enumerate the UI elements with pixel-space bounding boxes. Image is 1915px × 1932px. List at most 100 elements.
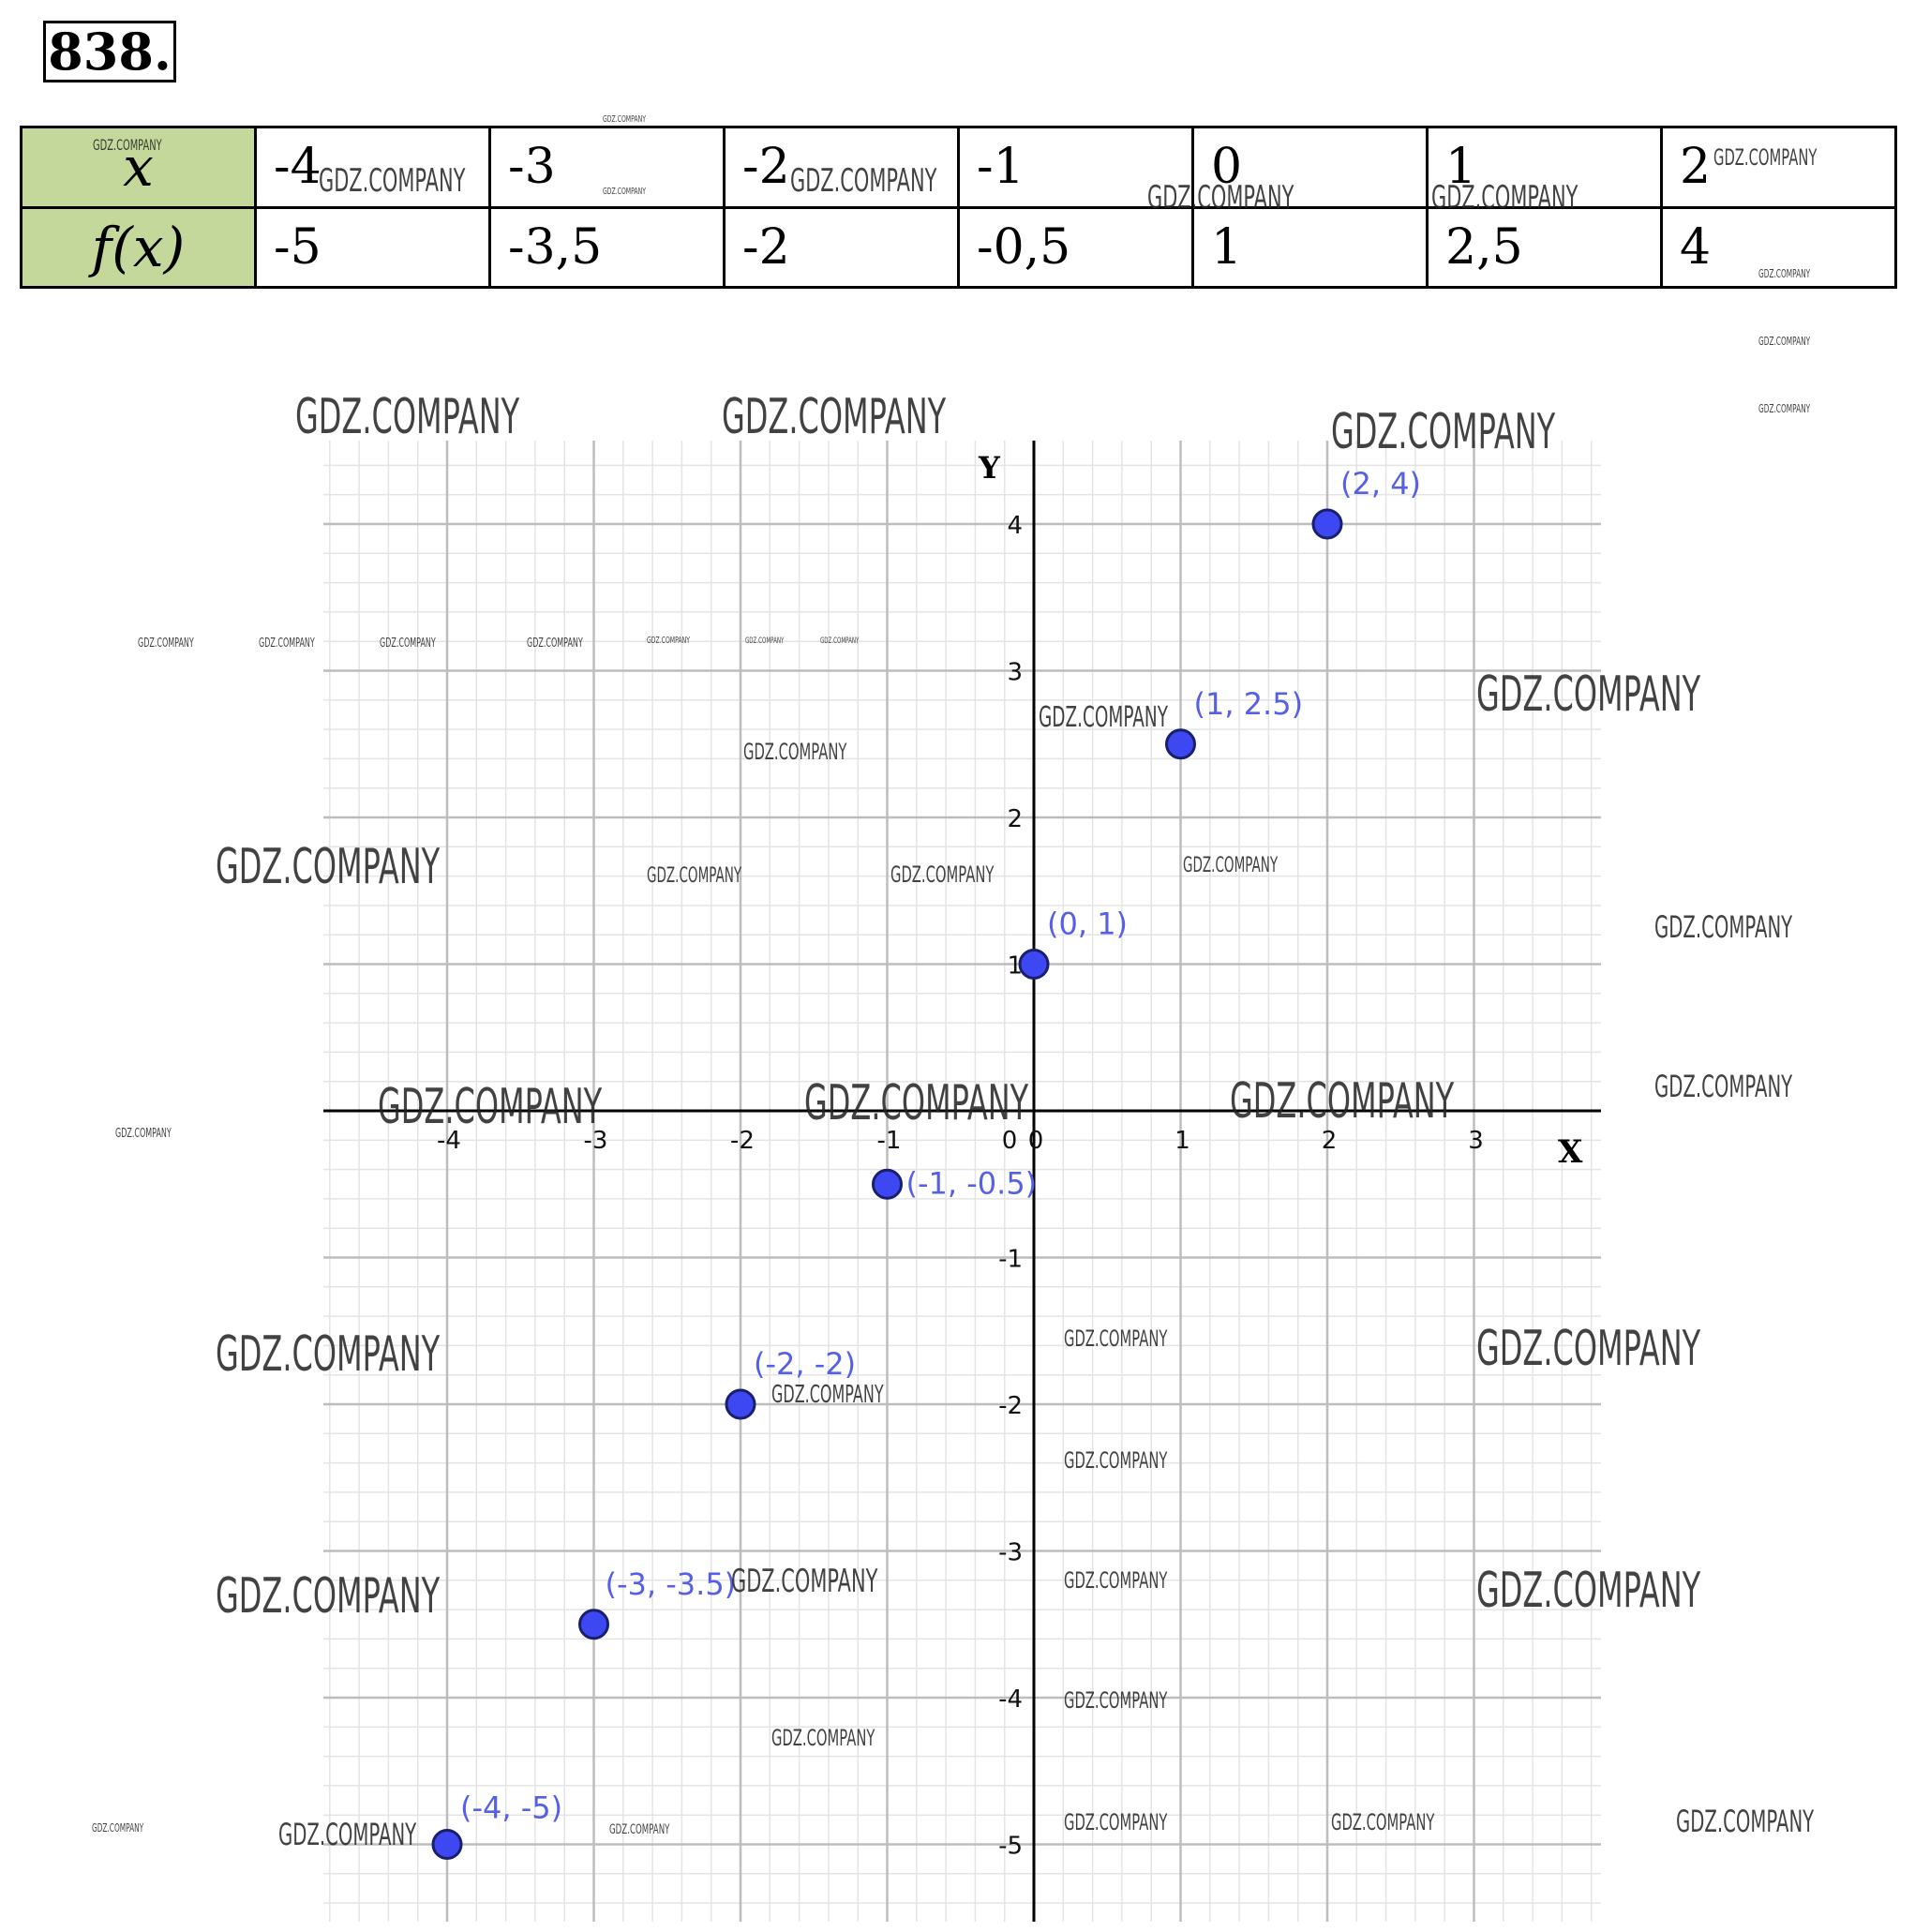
x-axis-label: X <box>1558 1133 1583 1171</box>
watermark-text: GDZ.COMPANY <box>603 114 647 125</box>
x-tick-label: 2 <box>1322 1127 1338 1155</box>
y-tick-label: -1 <box>998 1246 1023 1274</box>
watermark-text: GDZ.COMPANY <box>647 864 742 888</box>
y-tick-label: -3 <box>998 1539 1023 1567</box>
x-tick-label: -3 <box>584 1127 608 1155</box>
watermark-text: GDZ.COMPANY <box>790 162 937 200</box>
table-row-x: x -4 -3 -2 -1 0 1 2 <box>20 126 1897 209</box>
y-axis-label: Y <box>978 450 1001 486</box>
watermark-text: GDZ.COMPANY <box>771 1725 875 1751</box>
watermark-text: GDZ.COMPANY <box>1758 335 1811 348</box>
watermark-text: GDZ.COMPANY <box>1064 1447 1168 1474</box>
watermark-text: GDZ.COMPANY <box>609 1822 670 1837</box>
data-label: (-2, -2) <box>754 1346 856 1382</box>
y-tick-label: 1 <box>1007 952 1023 981</box>
fx-value-cell: 4 <box>1660 205 1897 289</box>
x-value-cell: -3 <box>488 126 726 209</box>
y-tick-label: 3 <box>1007 659 1023 687</box>
fx-value-cell: -5 <box>254 205 491 289</box>
data-point <box>1165 728 1196 760</box>
watermark-layer: GDZ.COMPANY GDZ.COMPANY GDZ.COMPANY GDZ.COM… <box>92 114 1818 1852</box>
grid-lines <box>323 441 1601 1922</box>
watermark-text: GDZ.COMPANY <box>743 739 847 765</box>
x-tick-label: -1 <box>877 1127 902 1155</box>
watermark-text: GDZ.COMPANY <box>216 1568 440 1625</box>
watermark-text: GDZ.COMPANY <box>92 1821 144 1835</box>
watermark-text: GDZ.COMPANY <box>216 839 440 895</box>
watermark-text: GDZ.COMPANY <box>1064 1325 1168 1352</box>
watermark-text: GDZ.COMPANY <box>1758 267 1811 280</box>
watermark-text: GDZ.COMPANY <box>319 162 466 200</box>
problem-number: 838. <box>43 21 176 82</box>
data-label: (-1, -0.5) <box>906 1165 1038 1201</box>
x-value-cell: 1 <box>1426 126 1663 209</box>
watermark-text: GDZ.COMPANY <box>890 861 995 888</box>
data-point <box>1018 949 1050 980</box>
y-tick-label: -4 <box>998 1685 1023 1714</box>
watermark-text: GDZ.COMPANY <box>295 389 519 445</box>
data-label: (0, 1) <box>1047 906 1128 942</box>
fx-value-cell: 2,5 <box>1426 205 1663 289</box>
watermark-text: GDZ.COMPANY <box>771 1381 884 1409</box>
watermark-text: GDZ.COMPANY <box>216 1326 440 1383</box>
watermark-text: GDZ.COMPANY <box>1713 144 1818 171</box>
x-tick-label: 3 <box>1468 1127 1484 1155</box>
x-value-cell: -2 <box>723 126 960 209</box>
watermark-text: GDZ.COMPANY <box>115 1127 172 1141</box>
y-tick-label: -5 <box>998 1833 1023 1861</box>
watermark-text: GDZ.COMPANY <box>731 1563 878 1600</box>
watermark-text: GDZ.COMPANY <box>1476 666 1700 723</box>
x-tick-label: 1 <box>1174 1127 1190 1155</box>
watermark-text: GDZ.COMPANY <box>93 136 162 154</box>
data-point <box>725 1388 756 1420</box>
watermark-text: GDZ.COMPANY <box>278 1817 416 1852</box>
data-label: (2, 4) <box>1340 466 1421 502</box>
watermark-text: GDZ.COMPANY <box>1431 179 1578 217</box>
x-value-cell: 0 <box>1191 126 1429 209</box>
watermark-text: GDZ.COMPANY <box>259 637 315 651</box>
x-tick-label: -2 <box>730 1127 755 1155</box>
watermark-text: GDZ.COMPANY <box>1476 1563 1700 1619</box>
watermark-text: GDZ.COMPANY <box>380 637 436 651</box>
watermark-text: GDZ.COMPANY <box>1230 1073 1454 1130</box>
watermark-text: GDZ.COMPANY <box>1758 402 1811 415</box>
watermark-text: GDZ.COMPANY <box>745 637 785 646</box>
watermark-text: GDZ.COMPANY <box>1676 1804 1814 1839</box>
watermark-text: GDZ.COMPANY <box>1064 1567 1168 1594</box>
table-row-fx: f(x) -5 -3,5 -2 -0,5 1 2,5 4 <box>20 205 1897 289</box>
data-point <box>578 1609 609 1640</box>
fx-value-cell: 1 <box>1191 205 1429 289</box>
fx-value-cell: -3,5 <box>488 205 726 289</box>
row-header-x: x <box>20 126 257 209</box>
x-tick-label: 0 <box>1028 1127 1044 1155</box>
y-tick-label: -2 <box>998 1392 1023 1420</box>
data-point <box>1311 508 1343 540</box>
fx-value-cell: -0,5 <box>957 205 1194 289</box>
y-tick-label: 2 <box>1007 805 1023 833</box>
origin-label: 0 <box>1002 1127 1018 1155</box>
y-tick-label: 4 <box>1007 512 1023 540</box>
watermark-text: GDZ.COMPANY <box>378 1079 602 1135</box>
watermark-text: GDZ.COMPANY <box>647 636 691 646</box>
watermark-text: GDZ.COMPANY <box>1147 179 1294 217</box>
watermark-text: GDZ.COMPANY <box>1476 1321 1700 1377</box>
watermark-text: GDZ.COMPANY <box>1331 404 1555 460</box>
watermark-text: GDZ.COMPANY <box>527 637 583 651</box>
data-point <box>872 1168 903 1200</box>
x-value-cell: 2 <box>1660 126 1897 209</box>
watermark-text: GDZ.COMPANY <box>1331 1809 1435 1835</box>
data-label: (-3, -3.5) <box>606 1566 737 1602</box>
data-label: (-4, -5) <box>460 1790 562 1826</box>
watermark-text: GDZ.COMPANY <box>1064 1809 1168 1835</box>
watermark-text: GDZ.COMPANY <box>722 389 946 445</box>
value-table: x -4 -3 -2 -1 0 1 2 f(x) -5 -3,5 -2 -0,5… <box>20 126 1897 289</box>
x-value-cell: -1 <box>957 126 1194 209</box>
data-point <box>431 1829 463 1860</box>
x-value-cell: -4 <box>254 126 491 209</box>
watermark-text: GDZ.COMPANY <box>603 187 647 197</box>
row-header-fx: f(x) <box>20 205 257 289</box>
watermark-text: GDZ.COMPANY <box>1183 854 1279 877</box>
watermark-text: GDZ.COMPANY <box>804 1075 1028 1131</box>
watermark-text: GDZ.COMPANY <box>1039 701 1168 734</box>
